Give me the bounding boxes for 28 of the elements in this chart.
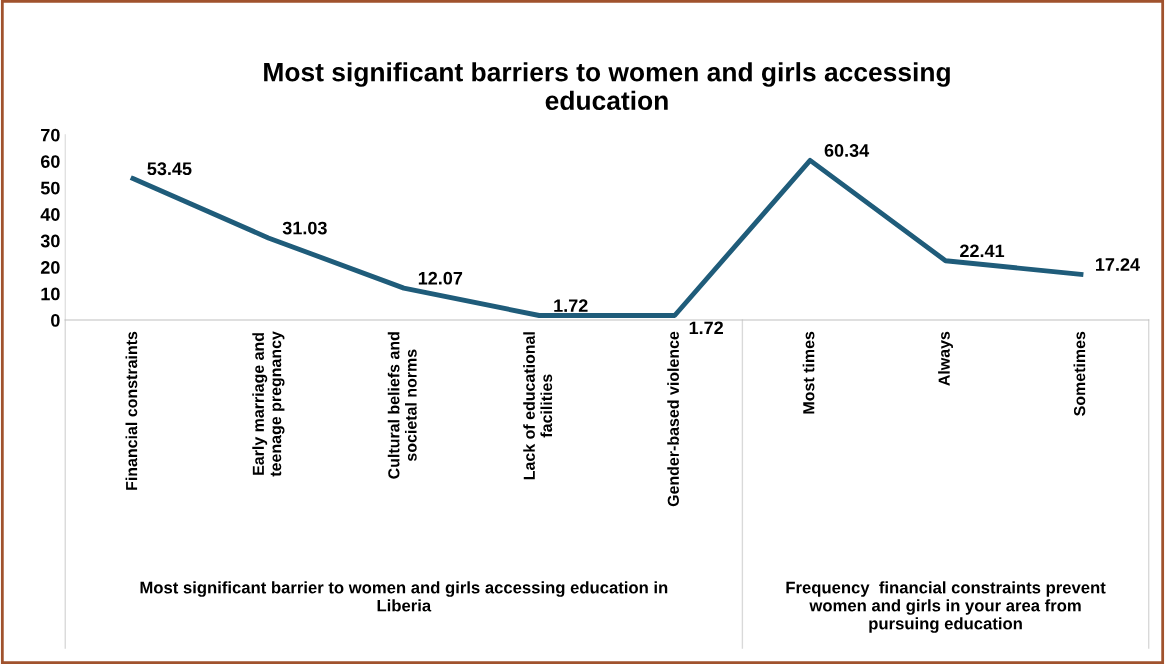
- text: Frequency financial constraints prevent women and girls in your area from pursuing education: [786, 581, 1106, 633]
- data-label: 12.07: [418, 271, 463, 285]
- y-tick-label: 40: [40, 208, 60, 221]
- data-label: 1.72: [554, 299, 588, 312]
- x-tick-label: Financial constraints: [125, 331, 138, 490]
- data-label: 1.72: [689, 321, 723, 335]
- chart-title: Most significant barriers to women and girls accessing education: [264, 62, 950, 111]
- text: Most significant barrier to women and girls accessing education in Liberia: [140, 581, 668, 612]
- y-tick-label: 30: [40, 234, 60, 248]
- data-label: 22.41: [960, 244, 1005, 258]
- x-tick-label: Most times: [802, 331, 815, 414]
- x-tick-label: Gender-based violence: [667, 331, 679, 507]
- line-series: [130, 157, 1084, 318]
- y-tick-label: 0: [51, 313, 60, 327]
- x-tick-label: Early marriage and teenage pregnancy: [252, 331, 285, 477]
- data-label: 60.34: [824, 144, 870, 157]
- y-tick-label: 60: [40, 155, 60, 168]
- x-tick-label: Lack of educational facilities: [523, 332, 553, 480]
- x-tick-label: Cultural beliefs and societal norms: [387, 332, 417, 479]
- y-tick-label: 70: [41, 128, 60, 142]
- y-tick-label: 10: [41, 287, 60, 301]
- data-label: 17.24: [1096, 258, 1140, 271]
- x-tick-label: Always: [938, 331, 953, 386]
- y-tick-label: 20: [40, 261, 60, 274]
- x-tick-label: Sometimes: [1073, 331, 1086, 416]
- data-label: 31.03: [282, 221, 327, 235]
- data-label: 53.45: [147, 162, 192, 176]
- y-tick-label: 50: [40, 181, 60, 195]
